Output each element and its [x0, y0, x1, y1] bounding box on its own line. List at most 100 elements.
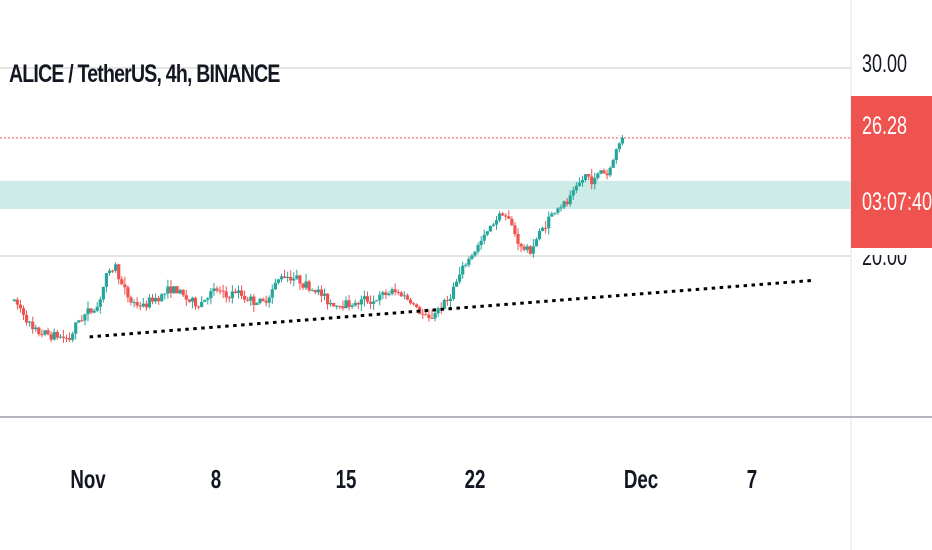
last-price-label: 26.28 — [862, 112, 908, 140]
candle-body — [157, 297, 161, 302]
candle-body — [67, 337, 72, 340]
candle-body — [153, 297, 158, 302]
candle-body — [166, 286, 170, 294]
candle-body — [583, 174, 588, 180]
candle-body — [163, 293, 167, 295]
candle-body — [129, 297, 133, 303]
candle-body — [132, 302, 136, 304]
candle-body — [135, 302, 139, 306]
candle-body — [37, 327, 41, 335]
candle-body — [64, 337, 69, 339]
candle-body — [497, 213, 502, 221]
candle-body — [304, 281, 308, 288]
candle-body — [580, 179, 585, 183]
candle-body — [313, 290, 317, 293]
candle-body — [531, 246, 535, 254]
candle-body — [301, 283, 305, 288]
candle-body — [236, 290, 241, 294]
candle-body — [172, 286, 176, 294]
candle-body — [80, 320, 84, 322]
candle-body — [196, 306, 201, 308]
candle-body — [587, 174, 591, 177]
candle-body — [307, 281, 311, 291]
candle-body — [267, 297, 271, 303]
candle-body — [442, 300, 446, 310]
candle-body — [461, 265, 465, 275]
candle-body — [593, 178, 597, 185]
candle-body — [58, 336, 62, 338]
x-tick-label-7: 7 — [746, 464, 758, 494]
candle-body — [384, 292, 388, 296]
candle-body — [74, 322, 78, 334]
candle-body — [295, 275, 299, 279]
candle-body — [482, 234, 486, 241]
candle-body — [55, 331, 59, 338]
candle-body — [402, 295, 406, 297]
candle-body — [571, 190, 575, 196]
y-tick-label-20: 20.00 — [862, 243, 908, 271]
candle-body — [126, 287, 130, 298]
candle-body — [212, 288, 216, 292]
x-tick-label-15: 15 — [335, 464, 357, 494]
candle-body — [104, 273, 109, 287]
candle-body — [485, 231, 489, 235]
candle-body — [620, 137, 625, 144]
candle-body — [341, 306, 345, 309]
candle-body — [476, 245, 480, 252]
candle-body — [279, 276, 284, 280]
candle-body — [138, 305, 142, 307]
candle-body — [178, 289, 182, 294]
candle-body — [427, 314, 431, 318]
candle-body — [71, 333, 75, 340]
x-tick-label-nov: Nov — [70, 464, 106, 494]
candle-body — [504, 215, 508, 217]
candle-body — [200, 301, 204, 307]
candle-body — [387, 293, 391, 296]
candle-body — [608, 167, 612, 176]
candle-body — [160, 294, 164, 302]
candle-body — [273, 282, 277, 290]
candle-body — [184, 295, 188, 300]
candle-body — [31, 321, 35, 330]
candle-body — [390, 289, 394, 294]
candle-body — [255, 303, 259, 306]
candle-body — [258, 298, 262, 304]
candle-body — [454, 281, 459, 287]
candle-body — [596, 173, 600, 179]
candle-body — [574, 185, 578, 191]
candle-body — [344, 300, 348, 309]
candle-body — [292, 278, 296, 281]
candle-body — [525, 246, 529, 250]
candle-body — [510, 218, 514, 226]
chart-title: ALICE / TetherUS, 4h, BINANCE — [9, 60, 280, 88]
candle-body — [602, 170, 606, 174]
candle-body — [565, 201, 569, 205]
candle-body — [95, 306, 99, 311]
candle-body — [276, 279, 281, 283]
candle-body — [83, 314, 87, 321]
candle-body — [15, 299, 19, 305]
candle-body — [243, 295, 247, 300]
candle-body — [559, 207, 563, 209]
candle-body — [372, 301, 376, 304]
candle-body — [399, 292, 403, 297]
candle-body — [467, 258, 471, 265]
candle-body — [335, 305, 339, 307]
candle-body — [329, 302, 333, 305]
candle-body — [605, 173, 609, 176]
candle-body — [528, 246, 532, 254]
candle-body — [249, 296, 253, 301]
candle-body — [77, 320, 81, 323]
candle-body — [264, 300, 268, 303]
candle-body — [319, 289, 324, 296]
candle-body — [611, 160, 615, 168]
candle-body — [206, 298, 210, 300]
candle-body — [547, 216, 551, 229]
candle-body — [233, 291, 238, 294]
candle-body — [448, 298, 453, 301]
candle-body — [298, 275, 302, 284]
candle-body — [415, 304, 419, 308]
candle-body — [12, 299, 16, 302]
candle-body — [332, 302, 336, 307]
